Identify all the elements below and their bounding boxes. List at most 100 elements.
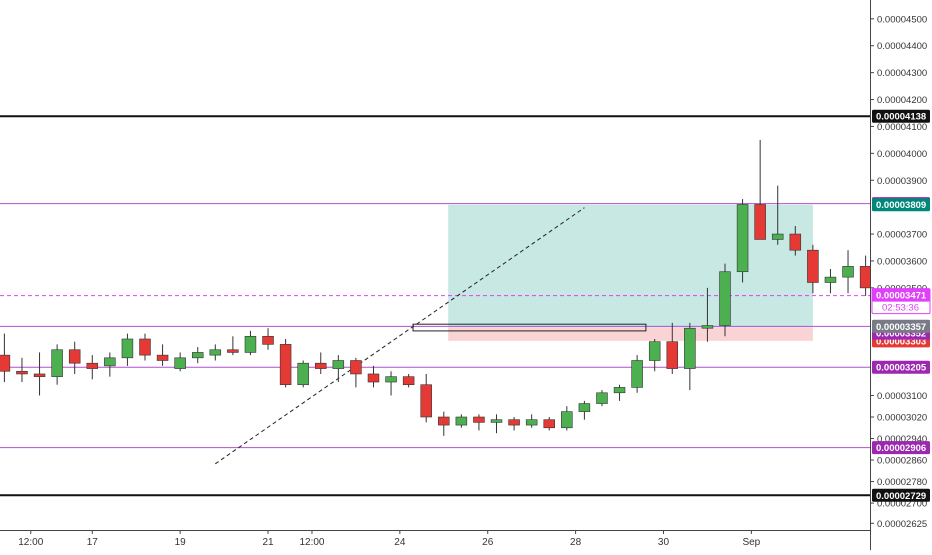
candle[interactable]: [33, 352, 46, 396]
candle[interactable]: [771, 185, 784, 245]
candle[interactable]: [16, 357, 28, 383]
candle[interactable]: [807, 244, 819, 294]
candle[interactable]: [631, 355, 643, 393]
level-price-tag-1-bg: [872, 109, 930, 123]
x-tick-label: Sep: [742, 537, 760, 548]
candle[interactable]: [385, 371, 397, 396]
candle[interactable]: [191, 347, 204, 364]
candle[interactable]: [121, 333, 134, 366]
candle[interactable]: [754, 139, 766, 240]
candle-body: [666, 341, 679, 369]
candle[interactable]: [367, 365, 380, 388]
candle[interactable]: [736, 199, 749, 283]
rectangle-drawing[interactable]: [412, 323, 647, 332]
candle[interactable]: [525, 414, 538, 428]
candle[interactable]: [279, 338, 292, 388]
profit-zone[interactable]: [448, 204, 813, 328]
candle[interactable]: [543, 417, 555, 431]
level-price-tag-1[interactable]: 0.00004138: [872, 109, 930, 123]
candle[interactable]: [332, 355, 345, 383]
level-price-tag-5[interactable]: 0.00002906: [872, 441, 930, 455]
candle[interactable]: [227, 336, 239, 356]
candle-body: [473, 416, 485, 423]
level-price-tag-6[interactable]: 0.00002729: [872, 488, 930, 502]
candle[interactable]: [156, 344, 169, 366]
candle-body: [807, 249, 819, 283]
candle-body: [16, 370, 28, 375]
candle[interactable]: [51, 344, 63, 385]
price-axis[interactable]: 0.00004500 0.00004400 0.00004300 0.00004200…: [870, 0, 932, 550]
level-price-tag-1-text: 0.00004138: [876, 112, 926, 123]
candle[interactable]: [455, 414, 468, 428]
candle[interactable]: [824, 269, 837, 294]
loss-zone[interactable]: [448, 327, 813, 341]
entry-price-tag-text: 0.00003352: [876, 329, 926, 340]
y-tick-label: 0.00004400: [877, 41, 927, 52]
candle-body: [789, 233, 802, 251]
candle[interactable]: [613, 384, 626, 401]
candle-body: [0, 354, 11, 372]
candle[interactable]: [174, 352, 186, 372]
gray-price-tag[interactable]: 0.00003357: [872, 319, 930, 333]
candle[interactable]: [701, 287, 714, 342]
candle-body: [156, 354, 169, 361]
candle[interactable]: [666, 322, 679, 374]
candle[interactable]: [297, 360, 309, 388]
candle[interactable]: [859, 255, 872, 296]
candle-body: [121, 338, 134, 359]
candle-body: [33, 373, 46, 377]
candle[interactable]: [209, 344, 222, 361]
level-price-tag-4[interactable]: 0.00003205: [872, 360, 930, 374]
candle[interactable]: [244, 330, 257, 356]
x-tick-label: 26: [482, 537, 494, 548]
candle-body: [842, 266, 854, 278]
candle[interactable]: [561, 406, 573, 431]
candle-body: [279, 344, 292, 386]
candle-body: [244, 335, 257, 353]
candle[interactable]: [578, 400, 591, 420]
candle-body: [684, 327, 696, 369]
candle[interactable]: [104, 352, 116, 377]
y-tick-label: 0.00004100: [877, 122, 927, 133]
x-tick-label: 19: [175, 537, 187, 548]
time-axis-background: [0, 530, 870, 550]
candle[interactable]: [262, 328, 274, 350]
candle-body: [719, 271, 731, 326]
candle-body: [104, 357, 116, 367]
candle[interactable]: [508, 417, 520, 431]
level-price-tag-6-bg: [872, 488, 930, 502]
candle-body: [596, 392, 608, 404]
candle[interactable]: [842, 250, 854, 294]
candle[interactable]: [0, 333, 11, 383]
candle[interactable]: [648, 338, 661, 372]
candle[interactable]: [139, 333, 151, 361]
y-tick-label: 0.00003600: [877, 256, 927, 267]
candle-body: [68, 349, 81, 364]
trendline[interactable]: [215, 207, 585, 465]
time-axis[interactable]: 12:00 17 19 21 12:00 24 26 28 30 Sep: [0, 530, 870, 550]
candle[interactable]: [473, 414, 485, 431]
candle[interactable]: [789, 225, 802, 256]
candle[interactable]: [68, 341, 81, 374]
candle[interactable]: [86, 355, 99, 380]
candle[interactable]: [719, 263, 731, 337]
candle[interactable]: [684, 322, 696, 391]
candle[interactable]: [438, 411, 450, 436]
x-tick-label: 30: [658, 537, 670, 548]
candle-body: [227, 349, 239, 353]
candle[interactable]: [420, 373, 432, 423]
candle-body: [86, 362, 99, 369]
target-price-tag-bg: [872, 198, 930, 212]
candle[interactable]: [315, 352, 327, 374]
candle[interactable]: [490, 414, 503, 434]
candle[interactable]: [596, 390, 608, 407]
candle-body: [736, 204, 749, 273]
y-tick-label: 0.00004000: [877, 149, 927, 160]
candle[interactable]: [350, 357, 362, 388]
level-price-tag-5-text: 0.00002906: [876, 443, 926, 454]
stop-price-tag-text: 0.00003303: [876, 336, 926, 347]
candle[interactable]: [402, 373, 415, 388]
target-price-tag[interactable]: 0.00003809: [872, 198, 930, 212]
